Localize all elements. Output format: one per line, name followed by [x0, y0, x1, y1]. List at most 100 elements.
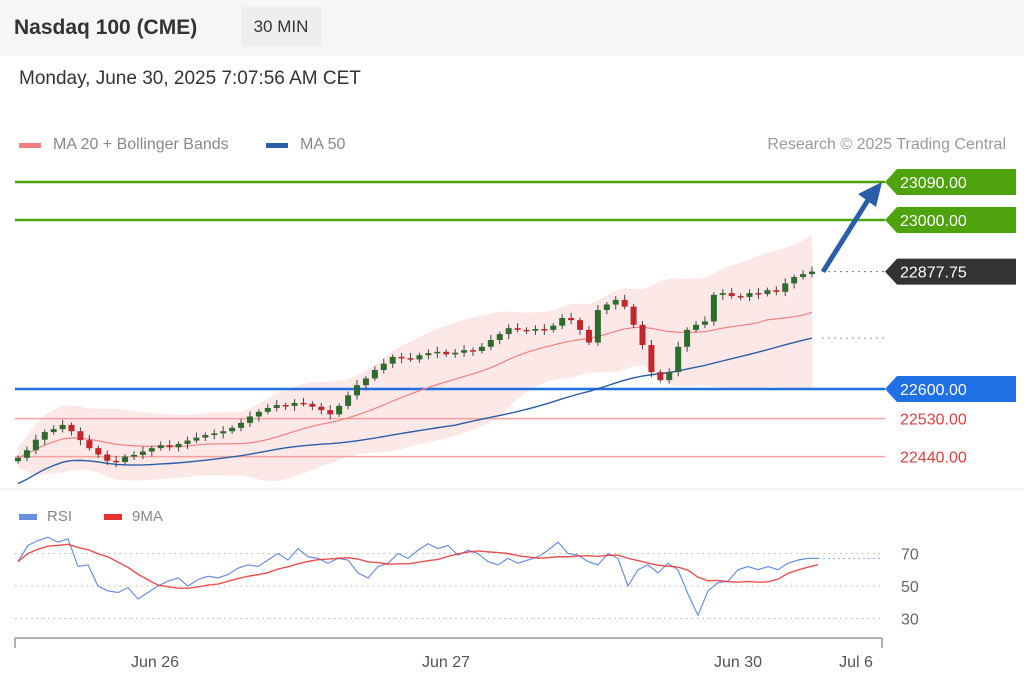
level-label: 23090.00: [900, 175, 967, 192]
candle: [345, 395, 352, 406]
candle: [639, 324, 646, 346]
candle: [354, 385, 361, 396]
timeframe-button[interactable]: 30 MIN: [241, 7, 321, 47]
candle: [59, 424, 66, 430]
candle: [86, 440, 93, 449]
candle: [585, 329, 592, 343]
candle: [675, 346, 682, 373]
candle: [469, 350, 476, 352]
candle: [309, 403, 316, 407]
candle: [648, 345, 655, 373]
candle: [68, 424, 75, 432]
candle: [32, 439, 39, 451]
candle: [621, 299, 628, 307]
target-arrow: [820, 198, 871, 274]
rsi-tick: 70: [901, 547, 919, 564]
candle: [532, 329, 539, 331]
candle: [755, 293, 762, 295]
candle: [148, 448, 155, 452]
candle: [693, 324, 700, 330]
candle: [443, 351, 450, 355]
candle: [666, 372, 673, 381]
level-tag-support: [885, 376, 1016, 402]
legend-ma20: MA 20 + Bollinger Bands: [19, 136, 229, 154]
candle: [371, 369, 378, 379]
candle: [139, 451, 146, 455]
candle: [282, 405, 289, 407]
candle: [41, 432, 48, 440]
level-label: 22600.00: [900, 382, 967, 399]
candle: [77, 431, 84, 441]
level-tag-last: [885, 258, 1016, 285]
candle: [202, 435, 209, 438]
candle: [246, 416, 253, 423]
rsi-swatch: [19, 513, 37, 520]
candle: [559, 318, 566, 326]
rsi-ma-line: [17, 543, 819, 589]
candle: [577, 320, 584, 330]
candle: [389, 356, 396, 364]
candle: [229, 427, 236, 432]
candle: [130, 454, 137, 457]
candle: [452, 352, 459, 355]
level-label: 22877.75: [900, 265, 967, 282]
timestamp: Monday, June 30, 2025 7:07:56 AM CET: [19, 68, 361, 89]
level-label: 22440.00: [900, 450, 967, 467]
ma20-line: [17, 311, 813, 459]
candle: [23, 450, 30, 458]
candle: [487, 340, 494, 347]
candle: [523, 329, 530, 332]
candle: [800, 274, 807, 278]
credit: Research © 2025 Trading Central: [767, 136, 1006, 153]
candle: [594, 310, 601, 343]
candle: [255, 411, 262, 417]
rsi-tick: 50: [901, 579, 919, 596]
candle: [657, 372, 664, 381]
candle: [416, 355, 423, 360]
ma20-swatch: [19, 142, 41, 148]
candle: [193, 437, 200, 441]
candle: [166, 445, 173, 448]
candle: [122, 456, 129, 463]
candle: [541, 329, 548, 331]
bollinger-band: [18, 235, 812, 481]
candle: [157, 445, 164, 449]
candle: [407, 358, 414, 360]
rsi-tick: 30: [901, 612, 919, 629]
candle: [327, 410, 334, 415]
candle: [425, 353, 432, 356]
legend-rsi-ma-label: 9MA: [132, 508, 163, 525]
candle: [291, 402, 298, 406]
ma50-swatch: [266, 142, 288, 148]
candle: [568, 318, 575, 321]
candle: [211, 433, 218, 436]
candle: [264, 408, 271, 412]
candle: [764, 290, 771, 294]
candle: [104, 454, 111, 461]
candle: [630, 306, 637, 325]
candle: [15, 457, 21, 462]
candle: [362, 378, 369, 386]
candle: [434, 351, 441, 354]
candle: [791, 277, 798, 284]
candle: [461, 350, 468, 353]
candle: [496, 334, 503, 341]
candle: [318, 406, 325, 411]
candle: [380, 363, 387, 370]
candle: [603, 304, 610, 311]
rsi-line: [17, 536, 818, 617]
x-tick: Jun 27: [422, 654, 470, 671]
level-tag-resistance: [885, 207, 1016, 234]
candle: [728, 293, 735, 297]
candle: [273, 405, 280, 409]
x-axis: [14, 637, 883, 648]
legend-ma20-label: MA 20 + Bollinger Bands: [53, 136, 229, 153]
candle: [300, 402, 307, 405]
x-tick: Jul 6: [839, 654, 873, 671]
legend-ma50: MA 50: [266, 136, 345, 154]
legend-rsi-label: RSI: [47, 508, 73, 525]
candle: [220, 431, 227, 434]
x-tick: Jun 30: [714, 654, 762, 671]
candle: [238, 422, 245, 428]
